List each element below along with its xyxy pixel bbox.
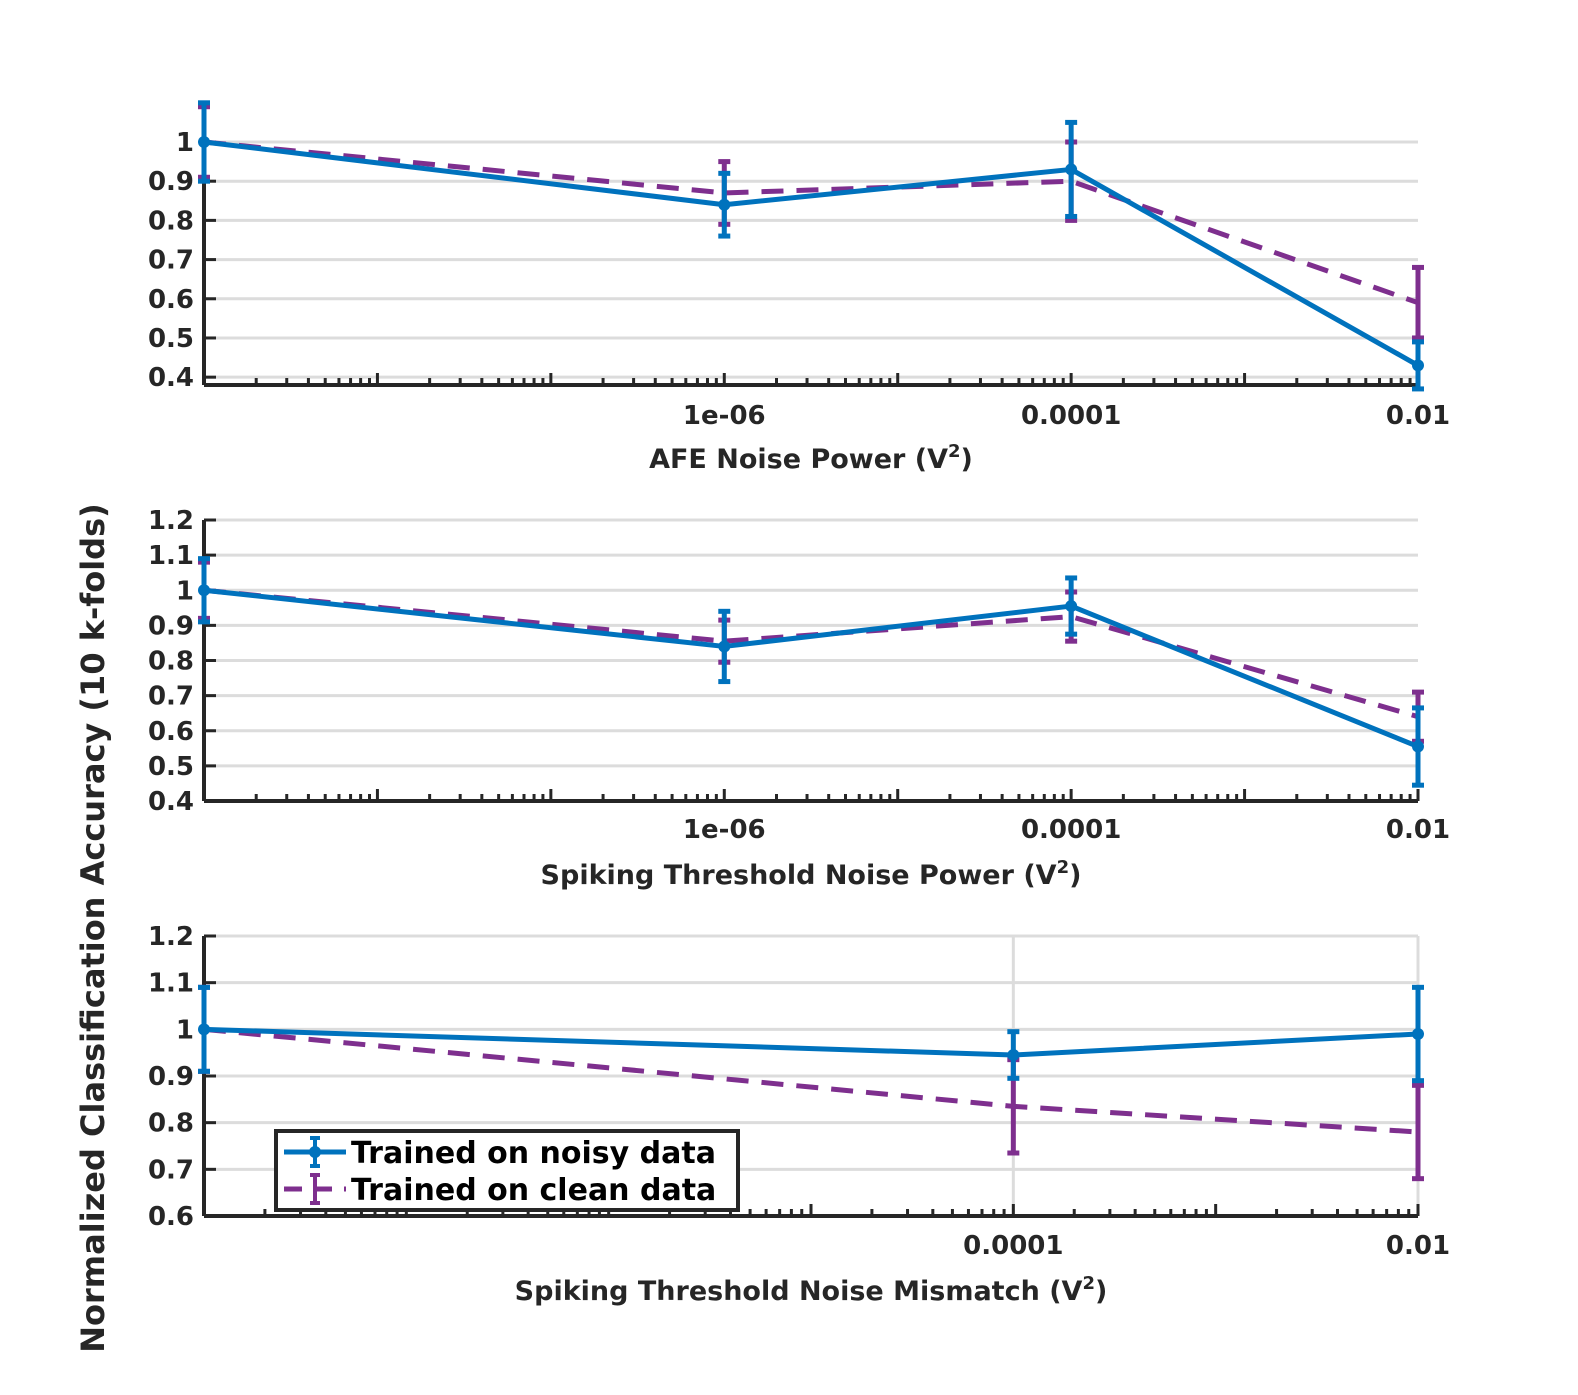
y-tick-label: 1.1 <box>148 969 194 999</box>
x-axis-title: Spiking Threshold Noise Mismatch (V2) <box>515 1273 1108 1307</box>
x-tick-label: 0.01 <box>1386 401 1450 431</box>
data-point <box>198 584 210 597</box>
y-tick-label: 0.8 <box>148 1109 194 1139</box>
y-tick-label: 0.5 <box>148 752 194 782</box>
series-noisy <box>198 556 1424 788</box>
x-axis-title-main: Spiking Threshold Noise Power (V <box>541 860 1057 891</box>
panel-3: 0.6 0.7 0.8 0.9 1 1.1 1.2 0.0001 0.01 Spiking Thr… <box>148 922 1450 1307</box>
data-point <box>1065 163 1078 176</box>
x-tick-label: 0.0001 <box>1021 815 1121 845</box>
y-tick-label: 1 <box>176 576 194 606</box>
x-tick-label: 1e-06 <box>683 401 766 431</box>
series-line <box>203 139 1419 306</box>
panel-2: 0.4 0.5 0.6 0.7 0.8 0.9 1 1.1 1.2 1e-06 0.0001 0.01… <box>148 506 1450 891</box>
x-tick-label: 0.01 <box>1386 1231 1450 1261</box>
x-axis-title-sup: 2 <box>948 441 961 462</box>
series-line <box>203 587 1419 720</box>
y-tick-label: 1.2 <box>148 506 194 536</box>
x-axis-title-main: Spiking Threshold Noise Mismatch (V <box>515 1276 1083 1307</box>
y-tick-label: 0.4 <box>148 363 194 393</box>
y-tick-label: 0.9 <box>148 167 194 197</box>
data-point <box>198 1023 210 1036</box>
y-tick-label: 0.7 <box>148 246 194 276</box>
legend-label: Trained on clean data <box>351 1173 716 1208</box>
y-tick-label: 1.1 <box>148 541 194 571</box>
x-tick-label: 0.01 <box>1386 815 1450 845</box>
y-tick-label: 0.9 <box>148 1062 194 1092</box>
y-tick-label: 0.6 <box>148 285 194 315</box>
common-y-axis-label: Normalized Classification Accuracy (10 k… <box>74 503 112 1353</box>
series-line <box>203 139 1420 368</box>
y-tick-label: 1 <box>176 1015 194 1045</box>
x-axis-title-main: AFE Noise Power (V <box>649 444 948 475</box>
data-point <box>1412 359 1424 372</box>
data-point <box>718 198 731 211</box>
y-tick-label: 0.6 <box>148 1202 194 1232</box>
y-tick-label: 0.4 <box>148 787 194 817</box>
y-tick-label: 1 <box>176 128 194 158</box>
y-tick-label: 0.9 <box>148 611 194 641</box>
series-noisy <box>198 100 1424 392</box>
data-point <box>1412 740 1424 753</box>
data-point <box>1065 600 1078 613</box>
data-point <box>718 640 731 653</box>
x-axis-title-sup: 2 <box>1082 1273 1095 1294</box>
legend-label: Trained on noisy data <box>351 1136 716 1171</box>
error-bar <box>1412 264 1424 341</box>
y-tick-label: 0.7 <box>148 682 194 712</box>
legend-box <box>274 1129 740 1212</box>
y-tick-label: 0.8 <box>148 647 194 677</box>
series-line <box>203 587 1419 749</box>
x-tick-label: 0.0001 <box>1021 401 1121 431</box>
y-tick-label: 1.2 <box>148 922 194 952</box>
x-axis-title-sup: 2 <box>1057 857 1070 878</box>
panel-1: 0.4 0.5 0.6 0.7 0.8 0.9 1 1e-06 0.0001 0.01 AFE No… <box>148 100 1450 475</box>
x-axis-title: AFE Noise Power (V2) <box>649 441 973 475</box>
data-point <box>1412 1028 1424 1040</box>
x-axis-title: Spiking Threshold Noise Power (V2) <box>541 857 1082 891</box>
x-tick-label: 0.0001 <box>963 1231 1063 1261</box>
legend-item-clean: Trained on clean data <box>284 1173 716 1208</box>
data-point <box>1007 1049 1020 1061</box>
y-tick-label: 0.8 <box>148 206 194 236</box>
y-tick-label: 0.6 <box>148 717 194 747</box>
data-point <box>198 136 210 148</box>
x-axis-title-end: ) <box>1069 860 1081 891</box>
y-tick-label: 0.7 <box>148 1155 194 1185</box>
series-line <box>203 1026 1419 1058</box>
x-tick-label: 1e-06 <box>683 815 766 845</box>
x-axis-title-end: ) <box>1095 1276 1107 1307</box>
y-tick-label: 0.5 <box>148 324 194 354</box>
series-noisy <box>198 984 1424 1084</box>
error-bar <box>1412 1082 1424 1182</box>
legend-item-noisy: Trained on noisy data <box>284 1136 716 1171</box>
x-axis-title-end: ) <box>961 444 973 475</box>
